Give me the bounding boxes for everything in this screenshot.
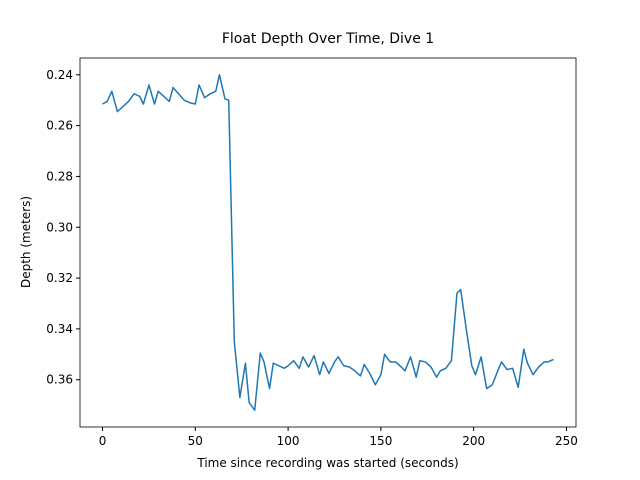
x-axis-label: Time since recording was started (second…: [196, 456, 458, 470]
data-line: [102, 74, 554, 411]
y-tick-label: 0.34: [46, 322, 73, 336]
chart-title: Float Depth Over Time, Dive 1: [222, 31, 434, 47]
y-tick-label: 0.24: [46, 68, 73, 82]
y-axis-label: Depth (meters): [19, 196, 33, 288]
plot-frame: [79, 57, 577, 428]
y-tick-label: 0.28: [46, 169, 73, 183]
x-tick-label: 200: [462, 434, 485, 448]
y-tick-label: 0.26: [46, 119, 73, 133]
x-tick-label: 50: [188, 434, 203, 448]
y-tick-label: 0.32: [46, 271, 73, 285]
x-tick-label: 100: [277, 434, 300, 448]
y-tick-label: 0.36: [46, 373, 73, 387]
x-tick-label: 150: [369, 434, 392, 448]
y-tick-label: 0.30: [46, 220, 73, 234]
x-tick-label: 250: [555, 434, 578, 448]
x-tick-label: 0: [99, 434, 107, 448]
